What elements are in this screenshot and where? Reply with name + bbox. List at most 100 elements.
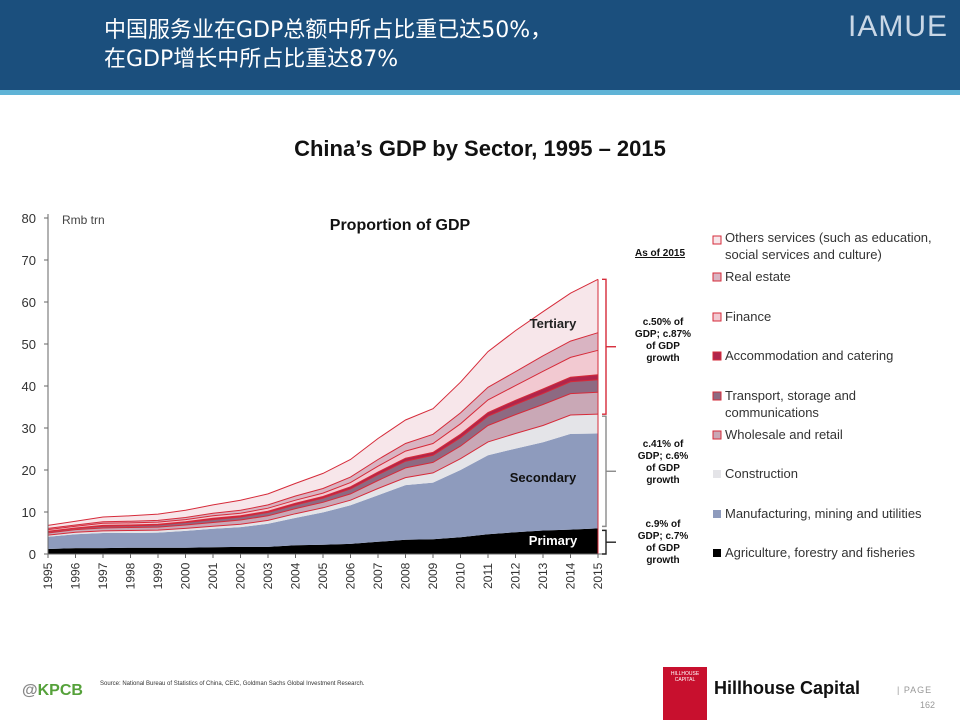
- legend-swatch: [713, 470, 721, 478]
- company-name: Hillhouse Capital: [714, 678, 861, 698]
- series-outline: [47, 278, 599, 526]
- area-finance: [48, 350, 598, 532]
- header-accent-line: [0, 90, 960, 95]
- legend-label: Construction: [725, 466, 798, 481]
- page-title: 中国服务业在GDP总额中所占比重已达50%， 在GDP增长中所占比重达87%: [104, 16, 552, 74]
- page-title-line-2: 在GDP增长中所占比重达87%: [104, 47, 399, 72]
- legend-label: Transport, storage and: [725, 388, 856, 403]
- legend-label: Agriculture, forestry and fisheries: [725, 545, 916, 560]
- primary-label: Primary: [529, 533, 578, 548]
- legend-swatch: [712, 272, 722, 282]
- hillhouse-logo: HILLHOUSE CAPITAL: [663, 667, 707, 720]
- legend-header: As of 2015: [635, 248, 685, 259]
- area-manufacturing: [48, 433, 598, 549]
- x-tick-label: 2012: [509, 562, 523, 589]
- series-outline: [47, 391, 599, 534]
- legend-swatch: [712, 430, 722, 440]
- chart-title: China’s GDP by Sector, 1995 – 2015: [294, 136, 666, 161]
- x-tick-label: 2000: [179, 562, 193, 589]
- area-construction: [48, 414, 598, 537]
- tertiary-note: growth: [646, 353, 679, 364]
- primary-note: growth: [646, 555, 679, 566]
- x-tick-label: 2013: [536, 562, 550, 589]
- x-tick-label: 2004: [289, 562, 303, 589]
- primary-bracket: [602, 529, 607, 555]
- legend-swatch: [713, 549, 721, 557]
- tertiary-bracket: [602, 278, 607, 415]
- legend-swatch: [713, 510, 721, 518]
- area-others: [48, 279, 598, 529]
- primary-note: GDP; c.7%: [638, 531, 689, 542]
- legend-label: Real estate: [725, 269, 791, 284]
- kpcb-logo: @KPCB: [22, 682, 83, 699]
- primary-note: of GDP: [646, 543, 680, 554]
- y-tick-label: 60: [22, 295, 36, 310]
- x-tick-label: 2010: [454, 562, 468, 589]
- y-tick-label: 80: [22, 211, 36, 226]
- y-tick-label: 20: [22, 463, 36, 478]
- legend-swatch: [712, 391, 722, 401]
- tertiary-note: c.50% of: [643, 317, 684, 328]
- y-tick-label: 30: [22, 421, 36, 436]
- series-outline: [47, 374, 599, 532]
- x-tick-label: 2003: [261, 562, 275, 589]
- x-tick-label: 2001: [206, 562, 220, 589]
- legend-label: Others services (such as education,: [725, 230, 932, 245]
- x-tick-label: 2011: [481, 563, 495, 589]
- secondary-label: Secondary: [510, 470, 577, 485]
- x-tick-label: 1995: [41, 562, 55, 589]
- tertiary-note: GDP; c.87%: [635, 329, 691, 340]
- x-tick-label: 2002: [234, 562, 248, 589]
- x-tick-label: 2014: [564, 562, 578, 589]
- legend-label: communications: [725, 405, 819, 420]
- secondary-note: of GDP: [646, 463, 680, 474]
- y-tick-label: 10: [22, 505, 36, 520]
- legend-label: Wholesale and retail: [725, 427, 843, 442]
- x-tick-label: 2015: [591, 562, 605, 589]
- x-tick-label: 1999: [151, 562, 165, 589]
- y-tick-label: 0: [29, 547, 36, 562]
- x-tick-label: 1996: [69, 562, 83, 589]
- area-transport: [48, 379, 598, 533]
- series-outline: [47, 332, 599, 529]
- series-outline: [47, 413, 599, 536]
- series-outline: [47, 379, 599, 533]
- secondary-note: GDP; c.6%: [638, 451, 689, 462]
- x-tick-label: 2007: [371, 562, 385, 589]
- page-title-line-1: 中国服务业在GDP总额中所占比重已达50%，: [104, 18, 553, 43]
- legend-swatch: [712, 235, 722, 245]
- brand-logo: IAMUE: [847, 10, 948, 43]
- legend-label: Accommodation and catering: [725, 348, 893, 363]
- area-wholesale: [48, 392, 598, 536]
- legend-swatch: [712, 351, 722, 361]
- y-tick-label: 50: [22, 337, 36, 352]
- legend-label: Finance: [725, 309, 771, 324]
- tertiary-label: Tertiary: [530, 316, 577, 331]
- x-tick-label: 1998: [124, 562, 138, 589]
- y-tick-label: 40: [22, 379, 36, 394]
- page-label: | PAGE: [897, 685, 933, 695]
- primary-note: c.9% of: [645, 519, 681, 530]
- area-agriculture: [48, 528, 598, 554]
- legend-label: Manufacturing, mining and utilities: [725, 506, 922, 521]
- legend-label: social services and culture): [725, 247, 882, 262]
- legend-swatch: [712, 312, 722, 322]
- secondary-bracket: [602, 415, 607, 528]
- x-tick-label: 1997: [96, 562, 110, 589]
- header-bar: [0, 0, 960, 90]
- x-tick-label: 2009: [426, 562, 440, 589]
- x-tick-label: 2006: [344, 562, 358, 589]
- x-tick-label: 2008: [399, 562, 413, 589]
- y-tick-label: 70: [22, 253, 36, 268]
- area-real: [48, 332, 598, 530]
- area-accommodation: [48, 374, 598, 532]
- x-tick-label: 2005: [316, 562, 330, 589]
- page-number: 162: [920, 700, 936, 710]
- y-axis-label: Rmb trn: [62, 213, 105, 227]
- source-note: Source: National Bureau of Statistics of…: [100, 681, 365, 687]
- secondary-note: c.41% of: [643, 439, 684, 450]
- series-outline: [47, 349, 599, 531]
- inner-chart-title: Proportion of GDP: [330, 217, 471, 234]
- secondary-note: growth: [646, 475, 679, 486]
